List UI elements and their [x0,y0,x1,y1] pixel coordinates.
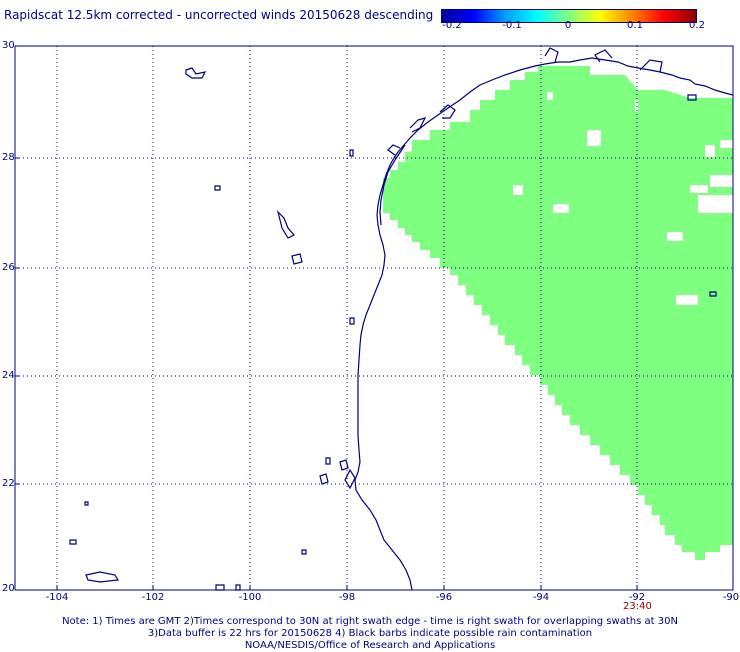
barrier-island [379,144,406,226]
bay [439,104,456,119]
coastline [69,47,734,591]
colorbar-tick: -0.1 [502,20,522,31]
axis-ticks [15,157,638,590]
x-tick-label: -90 [722,592,740,603]
lake [325,457,331,465]
footnote-line: NOAA/NESDIS/Office of Research and Appli… [244,640,496,651]
lake [214,185,221,191]
swath-gap [698,195,733,213]
lake [291,253,303,265]
x-tick-label: -98 [338,592,356,603]
y-tick-label: 30 [2,40,15,51]
swath-gap [720,140,733,148]
y-tick-label: 24 [2,370,15,381]
swath-gap [705,145,715,157]
x-tick-label: -96 [435,592,453,603]
swath-gap [513,185,523,195]
map-title: Rapidscat 12.5km corrected - uncorrected… [4,8,434,22]
swath-gap [690,185,708,193]
footnote-line: 3)Data buffer is 22 hrs for 20150628 4) … [147,628,593,639]
x-tick-label: -100 [238,592,262,603]
plot-frame [14,45,734,591]
y-tick-label: 28 [2,152,15,163]
lake [349,149,354,157]
swath-gap [710,175,733,187]
colorbar [441,9,697,23]
lake [339,459,349,471]
grid [15,46,733,590]
x-tick-label: -92 [628,592,646,603]
colorbar-tick: -0.2 [442,20,462,31]
swath-gap [667,232,683,241]
lake [85,571,119,583]
wind-swath [383,66,733,560]
bay [344,468,356,490]
x-tick-label: -102 [141,592,165,603]
footnote-line: Note: 1) Times are GMT 2)Times correspon… [62,616,678,627]
x-tick-label: -104 [45,592,69,603]
lake [84,501,89,506]
footnotes: Note: 1) Times are GMT 2)Times correspon… [0,616,740,652]
colorbar-tick: 0.1 [627,20,643,31]
bay [387,144,401,156]
swath-gap [676,295,698,305]
lake [215,584,225,591]
lake [301,549,307,555]
lake [319,473,329,485]
colorbar-tick: 0.2 [689,20,705,31]
bay [594,49,613,63]
lake [235,584,241,591]
lake [276,210,295,239]
swath-area [383,66,733,560]
bay [409,117,427,133]
lake [69,539,77,545]
colorbar-tick: 0 [564,20,572,31]
y-tick-label: 20 [2,583,15,594]
lake [349,317,355,325]
y-tick-label: 22 [2,478,15,489]
x-tick-label: -94 [532,592,550,603]
lake [709,291,717,297]
bay [639,59,663,73]
swath-gap [547,92,553,100]
bay [544,47,559,63]
lake [185,67,207,79]
y-tick-label: 26 [2,262,15,273]
swath-gap [587,130,601,146]
lake [687,94,697,101]
swath-gap [553,204,569,213]
gulf-coastline [354,57,734,591]
swath-time-label: 23:40 [623,601,652,612]
